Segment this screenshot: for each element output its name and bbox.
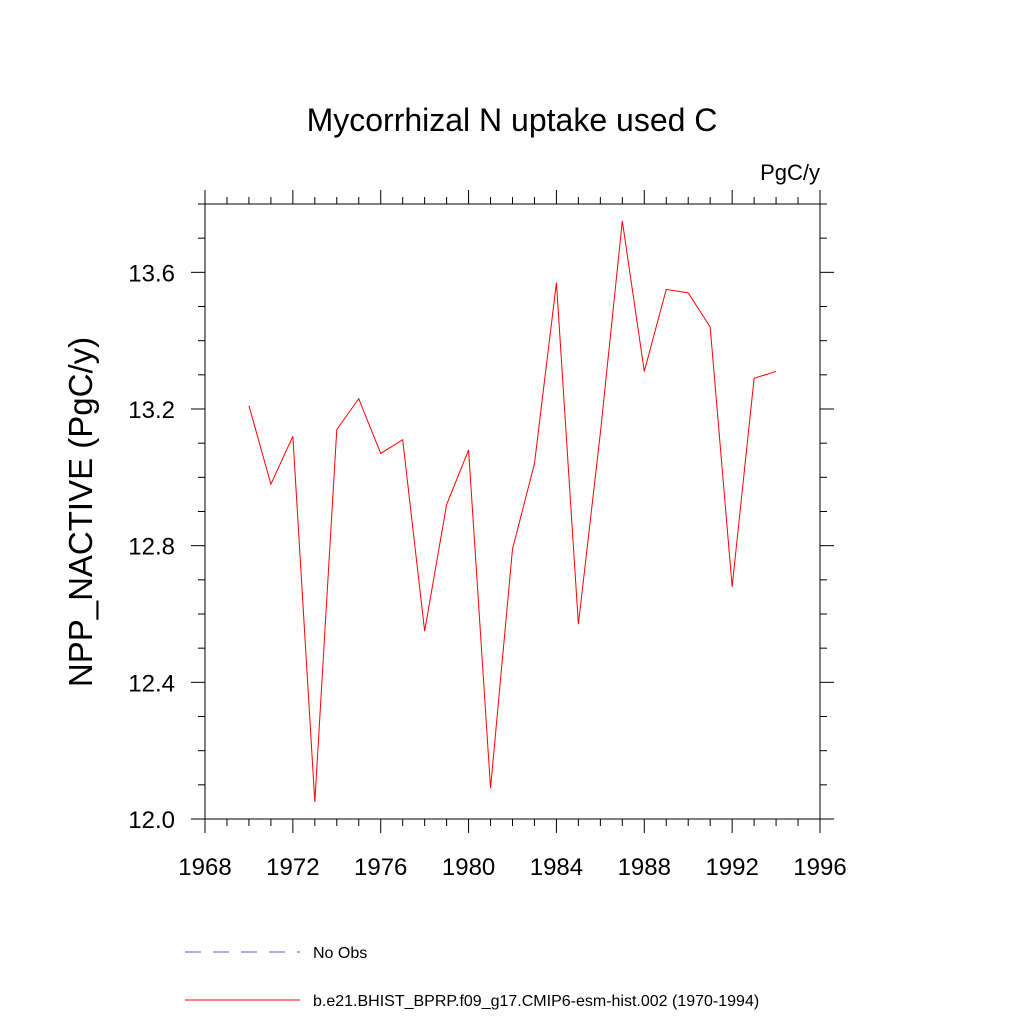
y-tick-label: 12.8 [128, 534, 175, 561]
axis-tick-labels: 1968 1972 1976 1980 1984 1988 1992 1996 12.0 12.4… [128, 260, 846, 881]
y-tick-label: 13.6 [128, 260, 175, 287]
y-axis-label: NPP_NACTIVE (PgC/y) [62, 337, 99, 687]
series-lines [248, 221, 777, 802]
units-label: PgC/y [760, 160, 820, 185]
axis-ticks [191, 190, 834, 833]
x-tick-label: 1992 [705, 854, 758, 881]
x-tick-label: 1968 [178, 854, 231, 881]
chart-title: Mycorrhizal N uptake used C [307, 102, 718, 138]
y-tick-label: 12.4 [128, 670, 175, 697]
y-tick-label: 12.0 [128, 807, 175, 834]
legend: No Obs b.e21.BHIST_BPRP.f09_g17.CMIP6-esm… [185, 945, 759, 1010]
plot-frame [204, 203, 821, 820]
x-tick-label: 1972 [266, 854, 319, 881]
x-tick-label: 1996 [793, 854, 846, 881]
legend-label: b.e21.BHIST_BPRP.f09_g17.CMIP6-esm-hist.… [313, 993, 759, 1010]
legend-label: No Obs [313, 945, 367, 962]
x-tick-label: 1988 [618, 854, 671, 881]
x-tick-label: 1984 [530, 854, 583, 881]
y-tick-label: 13.2 [128, 397, 175, 424]
x-tick-label: 1980 [442, 854, 495, 881]
series-line [248, 221, 777, 802]
x-tick-label: 1976 [354, 854, 407, 881]
